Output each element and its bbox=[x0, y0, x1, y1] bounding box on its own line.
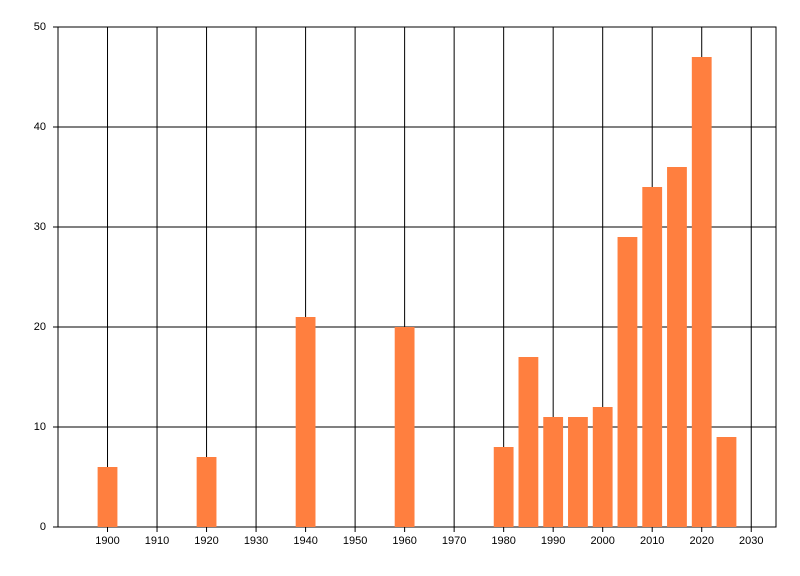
bar bbox=[568, 417, 588, 527]
y-tick-label: 10 bbox=[34, 421, 46, 433]
x-tick-label: 1980 bbox=[491, 535, 515, 547]
bar bbox=[493, 447, 514, 527]
x-tick-label: 1900 bbox=[95, 535, 119, 547]
x-tick-label: 1920 bbox=[194, 535, 218, 547]
y-tick-label: 20 bbox=[34, 321, 46, 333]
bar bbox=[543, 417, 564, 527]
bar bbox=[295, 317, 316, 527]
x-tick-label: 2000 bbox=[590, 535, 614, 547]
x-tick-label: 1990 bbox=[541, 535, 565, 547]
x-tick-label: 1930 bbox=[244, 535, 268, 547]
plot-frame bbox=[57, 26, 777, 528]
y-tick-label: 50 bbox=[34, 21, 46, 33]
x-tick-label: 1940 bbox=[293, 535, 317, 547]
bar bbox=[518, 357, 539, 527]
bar bbox=[667, 167, 687, 527]
x-tick-label: 1960 bbox=[392, 535, 416, 547]
bar bbox=[691, 57, 712, 527]
x-tick-label: 2010 bbox=[640, 535, 664, 547]
bar bbox=[642, 187, 663, 527]
bar bbox=[394, 327, 415, 527]
bar bbox=[97, 467, 118, 527]
x-tick-label: 2020 bbox=[689, 535, 713, 547]
y-tick-label: 30 bbox=[34, 221, 46, 233]
x-tick-label: 2030 bbox=[739, 535, 763, 547]
x-tick-label: 1970 bbox=[442, 535, 466, 547]
x-tick-label: 1910 bbox=[145, 535, 169, 547]
x-tick-label: 1950 bbox=[343, 535, 367, 547]
y-tick-label: 40 bbox=[34, 121, 46, 133]
bar bbox=[716, 437, 737, 527]
bar bbox=[617, 237, 638, 527]
bar bbox=[196, 457, 217, 527]
bar bbox=[592, 407, 613, 527]
y-tick-label: 0 bbox=[40, 521, 46, 533]
